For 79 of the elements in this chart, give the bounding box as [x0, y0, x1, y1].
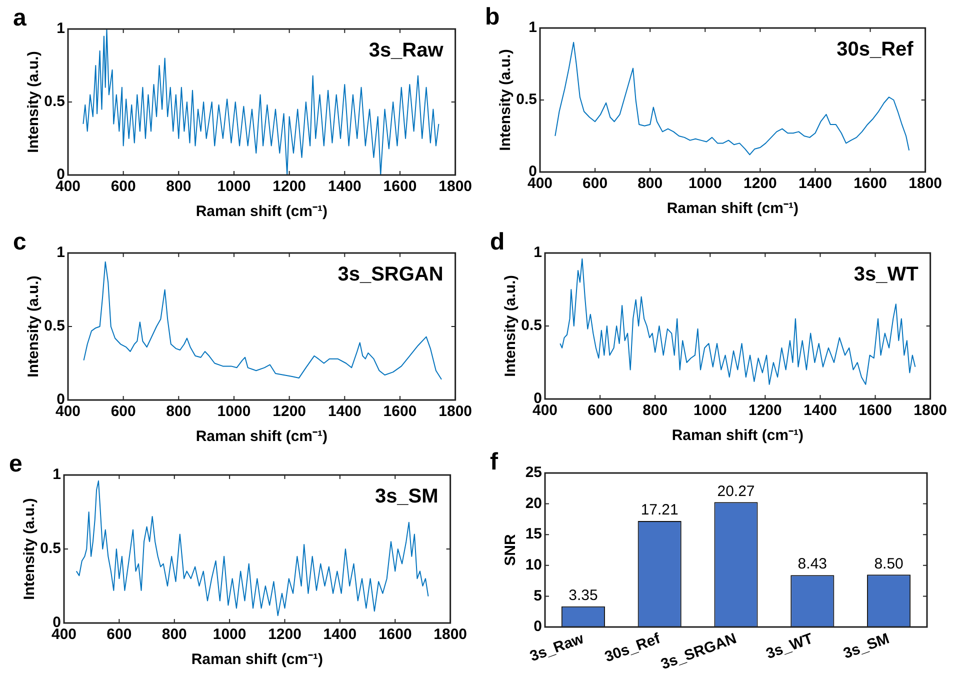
- x-tick-label: 1600: [854, 175, 887, 192]
- x-tick-label: 1000: [217, 178, 251, 196]
- x-axis-title: Raman shift (cm⁻¹): [672, 427, 804, 444]
- x-tick-label: 800: [638, 175, 663, 192]
- data-label: 8.43: [798, 556, 827, 573]
- x-tick-label: 1200: [748, 402, 782, 420]
- data-label: 17.21: [640, 502, 678, 519]
- x-tick-label: 3s_WT: [764, 630, 816, 663]
- x-tick-label: 1800: [434, 626, 468, 644]
- y-tick-label: 0.5: [40, 540, 61, 558]
- x-tick-label: 1400: [328, 178, 362, 196]
- y-tick-label: 1: [52, 466, 61, 484]
- x-tick-label: 600: [110, 178, 136, 196]
- y-tick-label: 10: [525, 556, 542, 574]
- y-tick-label: 1: [528, 19, 537, 36]
- y-tick-label: 1: [534, 244, 542, 262]
- annotation: 3s_Raw: [368, 40, 444, 62]
- x-tick-label: 600: [582, 175, 608, 192]
- annotation: 3s_SM: [374, 486, 438, 508]
- x-tick-label: 1800: [438, 403, 472, 420]
- y-tick-label: 0.5: [516, 91, 537, 108]
- x-tick-label: 1600: [383, 178, 417, 196]
- text: c: [13, 228, 26, 256]
- x-tick-label: 600: [588, 402, 613, 420]
- annotation: 3s_WT: [854, 264, 918, 286]
- x-tick-label: 3s_SM: [841, 630, 892, 662]
- x-tick-label: 1400: [328, 403, 362, 420]
- x-tick-label: 800: [642, 402, 668, 420]
- data-label: 20.27: [717, 482, 755, 500]
- x-tick-label: 1400: [798, 175, 832, 192]
- y-tick-label: 1: [56, 244, 65, 262]
- y-axis-title: Intensity (a.u.): [497, 49, 514, 151]
- y-tick-label: 0.5: [44, 318, 65, 335]
- x-tick-label: 1200: [272, 403, 306, 420]
- x-tick-label: 1600: [383, 403, 417, 420]
- annotation: 3s_SRGAN: [338, 264, 444, 286]
- x-tick-label: 1800: [908, 175, 942, 192]
- x-axis-title: Raman shift (cm⁻¹): [191, 651, 323, 668]
- x-tick-label: 1600: [378, 626, 412, 644]
- x-tick-label: 1000: [217, 403, 251, 420]
- x-tick-label: 1000: [212, 626, 246, 644]
- y-tick-label: 20: [525, 494, 542, 512]
- x-tick-label: 1000: [693, 402, 727, 420]
- x-tick-label: 1200: [272, 178, 306, 196]
- y-tick-label: 1: [56, 20, 65, 38]
- x-tick-label: 1400: [804, 402, 837, 420]
- y-tick-label: 15: [525, 526, 542, 543]
- x-tick-label: 600: [106, 626, 132, 644]
- x-axis-title: Raman shift (cm⁻¹): [196, 203, 328, 220]
- x-axis-title: Raman shift (cm⁻¹): [196, 428, 328, 446]
- data-label: 3.35: [568, 587, 598, 604]
- x-tick-label: 1600: [858, 402, 892, 420]
- x-tick-label: 1400: [323, 626, 357, 644]
- text: f: [490, 448, 499, 476]
- text: e: [9, 450, 22, 478]
- y-tick-label: 0.5: [521, 317, 542, 334]
- x-tick-label: 800: [166, 403, 192, 420]
- x-axis-title: Raman shift (cm⁻¹): [666, 200, 798, 218]
- y-tick-label: 0.5: [44, 93, 65, 110]
- annotation: 30s_Ref: [836, 38, 914, 61]
- x-tick-label: 1800: [438, 178, 472, 196]
- y-tick-label: 5: [534, 587, 542, 604]
- text: a: [13, 4, 27, 32]
- y-axis-title: Intensity (a.u.): [25, 276, 42, 378]
- text: d: [490, 228, 505, 256]
- x-tick-label: 1200: [743, 175, 777, 192]
- y-axis-title: Intensity (a.u.): [502, 275, 520, 377]
- y-axis-title: Intensity (a.u.): [21, 498, 38, 600]
- y-tick-label: 25: [525, 464, 542, 482]
- x-tick-label: 1000: [688, 175, 722, 192]
- x-tick-label: 1800: [914, 402, 948, 420]
- x-tick-label: 800: [166, 178, 192, 196]
- y-axis-title: Intensity (a.u.): [25, 51, 42, 153]
- x-tick-label: 1200: [268, 626, 302, 644]
- x-tick-label: 800: [162, 626, 187, 644]
- x-tick-label: 600: [110, 403, 136, 420]
- y-axis-title: SNR: [502, 534, 520, 566]
- data-label: 8.50: [874, 555, 904, 572]
- text: b: [485, 4, 500, 31]
